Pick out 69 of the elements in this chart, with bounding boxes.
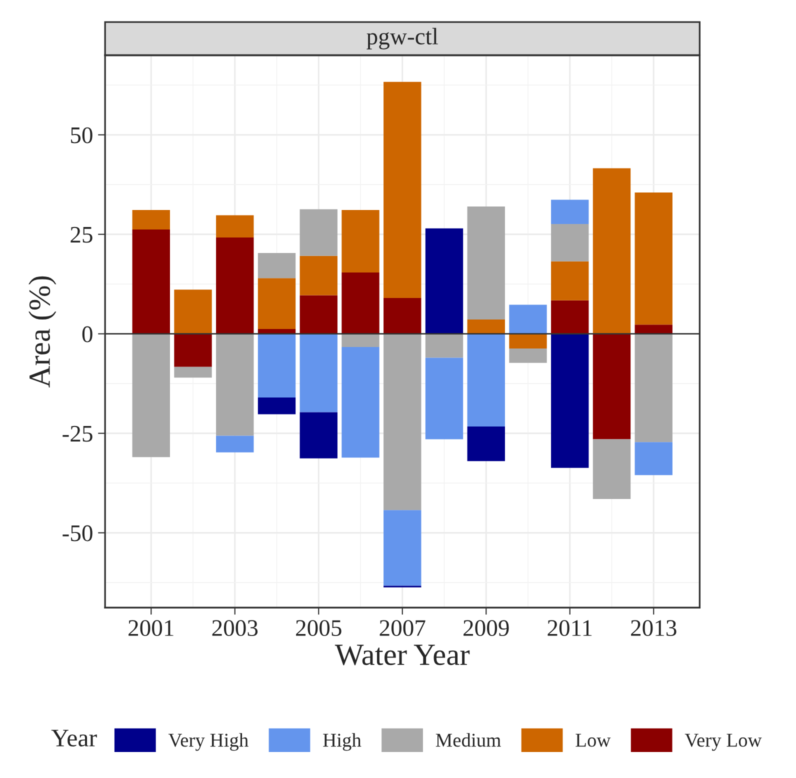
bar bbox=[174, 366, 212, 378]
bar bbox=[592, 334, 631, 440]
bar bbox=[384, 298, 422, 334]
bar bbox=[132, 230, 170, 334]
bar bbox=[467, 206, 505, 320]
chart-title: pgw-ctl bbox=[366, 28, 438, 50]
bar bbox=[342, 210, 380, 273]
bar bbox=[258, 278, 296, 330]
bar bbox=[634, 442, 672, 476]
y-tick-label: -25 bbox=[62, 426, 92, 442]
bar bbox=[551, 224, 589, 262]
bar bbox=[425, 334, 464, 358]
x-tick-label: 2003 bbox=[212, 620, 258, 636]
bar bbox=[425, 358, 464, 440]
bar bbox=[132, 210, 170, 230]
legend-label: Medium bbox=[436, 733, 501, 747]
x-tick-label: 2001 bbox=[128, 620, 174, 636]
legend-label: Low bbox=[576, 734, 611, 747]
bar bbox=[467, 319, 505, 334]
bar bbox=[216, 238, 254, 334]
legend-title: Year bbox=[51, 730, 97, 746]
bar bbox=[342, 272, 380, 334]
bar bbox=[509, 304, 547, 334]
bar bbox=[551, 300, 589, 334]
bar bbox=[216, 215, 254, 238]
y-tick-label: 0 bbox=[82, 326, 92, 342]
bar bbox=[258, 334, 296, 398]
bar bbox=[509, 334, 547, 349]
bar bbox=[300, 412, 338, 458]
bar bbox=[174, 290, 212, 334]
bar bbox=[509, 348, 547, 363]
bar bbox=[174, 334, 212, 367]
bar bbox=[300, 295, 338, 334]
x-tick-label: 2009 bbox=[464, 620, 509, 636]
y-tick-label: 25 bbox=[70, 226, 92, 243]
bar bbox=[551, 334, 589, 468]
bar bbox=[425, 228, 464, 334]
bar bbox=[300, 209, 338, 256]
bar bbox=[300, 334, 338, 412]
bar bbox=[132, 334, 170, 458]
bar bbox=[551, 200, 589, 224]
y-axis-title: Area (%) bbox=[28, 276, 56, 388]
bar bbox=[634, 334, 672, 442]
y-tick-label: 50 bbox=[71, 127, 92, 144]
bar bbox=[216, 334, 254, 436]
x-axis-title: Water Year bbox=[334, 644, 470, 666]
bar bbox=[467, 426, 505, 462]
x-tick-label: 2013 bbox=[631, 620, 676, 636]
bar bbox=[634, 192, 672, 325]
bar bbox=[384, 334, 422, 510]
bar bbox=[592, 168, 631, 334]
legend-label: Very High bbox=[168, 733, 248, 751]
bar bbox=[342, 346, 380, 458]
bar bbox=[300, 256, 338, 296]
bar bbox=[258, 397, 296, 414]
bar bbox=[384, 82, 422, 298]
bar bbox=[467, 334, 505, 427]
legend-label: Very Low bbox=[684, 734, 762, 751]
bar bbox=[551, 261, 589, 300]
bar bbox=[342, 334, 380, 347]
x-tick-label: 2005 bbox=[296, 620, 342, 636]
y-tick-label: -50 bbox=[62, 525, 92, 542]
legend-label: High bbox=[323, 733, 362, 751]
bar bbox=[216, 436, 254, 452]
bar bbox=[592, 439, 631, 499]
x-tick-label: 2011 bbox=[548, 620, 592, 636]
x-tick-label: 2007 bbox=[380, 620, 426, 636]
bar bbox=[258, 253, 296, 278]
bar bbox=[384, 510, 422, 586]
